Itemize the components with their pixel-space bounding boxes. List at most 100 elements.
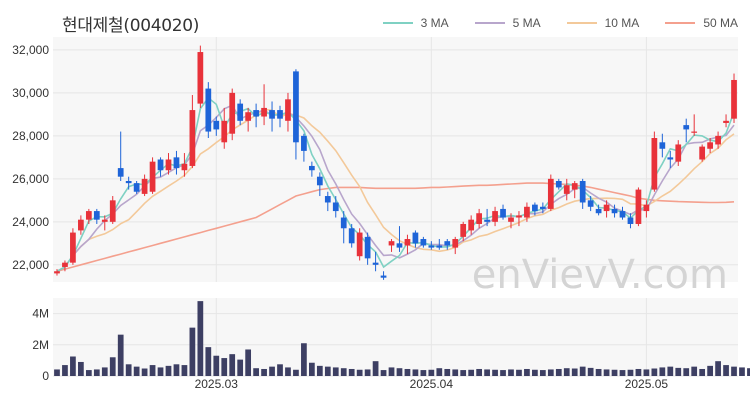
legend-label: 3 MA bbox=[420, 16, 449, 30]
candle-body bbox=[715, 135, 721, 145]
volume-bar bbox=[555, 368, 562, 376]
volume-bar bbox=[189, 327, 196, 376]
candle-body bbox=[324, 196, 331, 203]
volume-bar bbox=[133, 366, 140, 376]
volume-bar bbox=[603, 369, 610, 376]
candle-body bbox=[62, 262, 68, 267]
candle-body bbox=[269, 110, 275, 119]
volume-bar bbox=[739, 367, 745, 376]
volume-bar bbox=[340, 368, 347, 376]
volume-bar bbox=[277, 364, 283, 376]
candle-body bbox=[93, 211, 100, 220]
candle-body bbox=[659, 142, 666, 149]
candle-body bbox=[723, 120, 729, 123]
candle-body bbox=[141, 178, 148, 194]
volume-bar bbox=[237, 359, 244, 376]
price-tick-label: 26,000 bbox=[12, 172, 49, 186]
candle-body bbox=[149, 161, 156, 192]
volume-bar bbox=[62, 365, 68, 376]
candle-body bbox=[492, 211, 498, 222]
volume-bar bbox=[173, 364, 180, 376]
volume-bar bbox=[452, 369, 459, 376]
volume-bar bbox=[70, 356, 76, 376]
chart-title: 현대제철(004020) bbox=[62, 16, 200, 36]
candle-body bbox=[707, 142, 713, 149]
candle-body bbox=[157, 159, 164, 171]
volume-bar bbox=[372, 361, 379, 376]
volume-bar bbox=[141, 368, 148, 376]
volume-bar bbox=[635, 368, 642, 376]
candle-body bbox=[78, 219, 84, 231]
candle-body bbox=[468, 219, 475, 231]
volume-bar bbox=[516, 369, 522, 376]
volume-bar bbox=[293, 369, 299, 376]
volume-bar bbox=[181, 365, 188, 376]
legend-label: 5 MA bbox=[512, 16, 541, 30]
volume-bar bbox=[420, 370, 427, 376]
candle-body bbox=[460, 223, 467, 237]
volume-bar bbox=[261, 368, 267, 376]
candle-body bbox=[555, 180, 562, 188]
candle-body bbox=[109, 200, 116, 222]
volume-bar bbox=[699, 368, 706, 376]
candle-body bbox=[587, 200, 594, 207]
volume-bar bbox=[332, 367, 339, 376]
volume-bar bbox=[691, 366, 698, 376]
volume-bar bbox=[707, 365, 713, 376]
volume-bar bbox=[643, 369, 650, 376]
legend-item: 5 MA bbox=[474, 16, 541, 30]
volume-bar bbox=[324, 366, 331, 376]
volume-bar bbox=[380, 370, 387, 376]
candle-body bbox=[516, 215, 522, 218]
candle-body bbox=[372, 262, 379, 265]
candle-body bbox=[563, 185, 570, 194]
candle-body bbox=[524, 206, 530, 218]
candle-body bbox=[221, 120, 228, 143]
price-tick-label: 28,000 bbox=[12, 129, 49, 143]
candle-body bbox=[532, 204, 538, 212]
candle-body bbox=[356, 232, 363, 257]
candle-body bbox=[611, 208, 618, 214]
candle-body bbox=[165, 159, 172, 171]
candle-body bbox=[189, 110, 196, 166]
volume-bar bbox=[221, 358, 228, 376]
candle-body bbox=[731, 79, 737, 119]
volume-bar bbox=[723, 365, 729, 376]
volume-bar bbox=[85, 370, 92, 376]
volume-bar bbox=[205, 347, 212, 376]
candle-body bbox=[484, 219, 490, 222]
candle-body bbox=[245, 112, 252, 121]
volume-bar bbox=[157, 367, 164, 376]
ma10-line bbox=[56, 108, 735, 273]
candle-body bbox=[412, 232, 419, 244]
candle-body bbox=[444, 241, 451, 246]
legend-swatch bbox=[665, 22, 696, 24]
volume-bar bbox=[117, 334, 124, 376]
volume-bar bbox=[285, 367, 291, 376]
candle-body bbox=[667, 157, 674, 160]
volume-bar bbox=[229, 354, 236, 376]
volume-bar bbox=[476, 368, 483, 376]
candle-body bbox=[420, 239, 427, 246]
candle-body bbox=[125, 180, 132, 184]
volume-bar bbox=[587, 367, 594, 376]
candle-body bbox=[547, 178, 554, 209]
volume-bar bbox=[651, 368, 658, 376]
volume-bar bbox=[149, 365, 156, 376]
volume-bar bbox=[348, 368, 355, 376]
volume-bar bbox=[675, 367, 682, 376]
volume-tick-label: 4M bbox=[32, 307, 49, 321]
price-tick-label: 22,000 bbox=[12, 258, 49, 272]
candle-body bbox=[101, 219, 108, 222]
candle-body bbox=[308, 165, 315, 171]
volume-bar bbox=[316, 365, 323, 376]
volume-bar bbox=[404, 368, 411, 376]
watermark: enVievV.com bbox=[472, 252, 728, 298]
volume-bar bbox=[396, 368, 403, 376]
candle-body bbox=[197, 52, 204, 104]
candle-body bbox=[452, 239, 459, 248]
candle-body bbox=[380, 275, 387, 278]
candle-body bbox=[500, 208, 506, 218]
candle-body bbox=[181, 163, 188, 171]
volume-bar bbox=[563, 368, 570, 376]
